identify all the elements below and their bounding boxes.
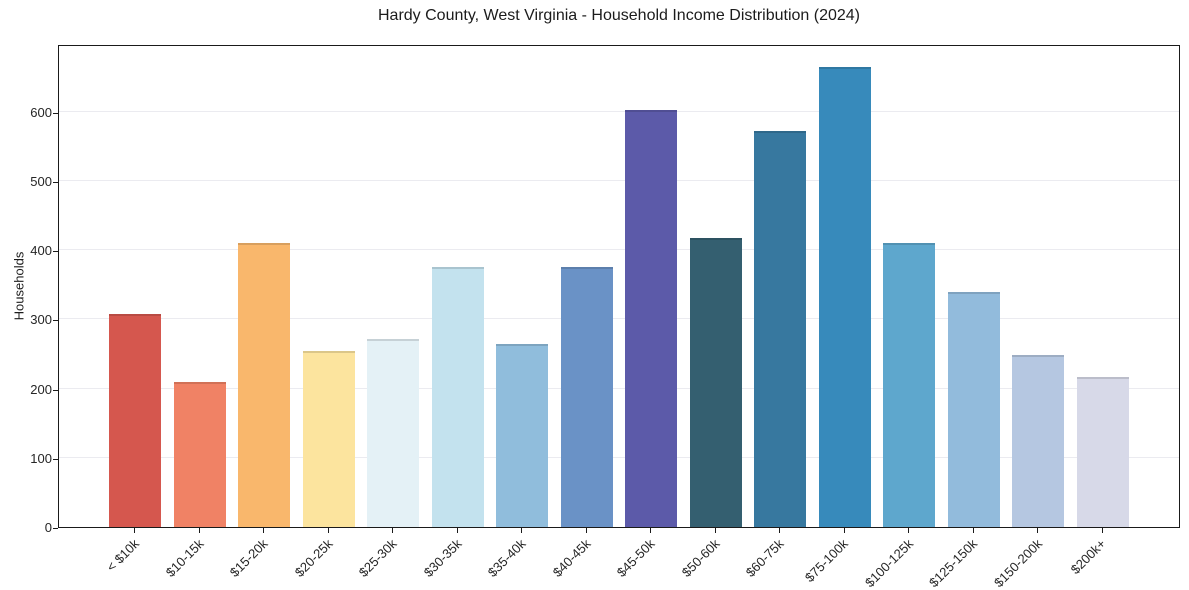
y-tick-label: 500 [30,174,52,189]
x-tick-label: $10-15k [162,536,207,580]
y-tick-label: 100 [30,450,52,466]
x-tick [327,528,329,533]
bar [367,338,419,527]
bar [109,313,161,527]
x-tick-label: $35-40k [484,536,529,580]
x-tick [521,528,522,533]
x-tick [134,528,135,533]
y-tick [53,458,58,460]
x-tick [1101,528,1103,533]
x-tick [843,528,845,533]
x-tick-label: < $10k [103,536,142,575]
x-tick [714,528,716,533]
bar [754,130,806,527]
y-axis-label: Households [11,251,27,321]
bar [1076,376,1129,527]
bar [883,243,935,527]
bar [173,382,226,527]
plot-area [58,45,1180,528]
y-tick-label: 400 [30,243,52,259]
x-tick-label: $75-100k [802,536,852,585]
bar [1012,354,1064,527]
y-tick-label: 300 [30,312,52,328]
gridline [59,180,1179,182]
y-tick [53,389,58,391]
x-tick-label: $150-200k [990,536,1045,590]
bar [302,351,355,527]
y-tick [53,182,58,183]
bar [238,242,290,527]
x-tick-label: $60-75k [742,536,787,580]
x-tick [650,528,651,533]
gridline [59,387,1179,389]
x-tick-label: $125-150k [926,536,981,590]
bar [496,343,548,527]
y-tick [53,320,58,322]
x-tick-label: $20-25k [291,536,336,580]
x-tick [779,528,780,533]
x-tick [263,528,264,533]
x-tick [198,528,200,533]
y-tick-label: 0 [44,520,52,535]
gridline [59,318,1179,320]
bar [818,66,871,527]
x-tick-label: $25-30k [355,536,400,580]
x-tick-label: $200k+ [1068,536,1110,578]
y-tick [53,112,58,114]
gridline [59,249,1179,251]
x-tick [456,528,458,533]
gridline [59,456,1179,458]
y-tick [53,528,58,529]
gridline [59,110,1179,112]
bar [431,266,484,527]
y-tick [53,251,58,253]
chart-title: Hardy County, West Virginia - Household … [378,7,860,24]
x-tick [1037,528,1038,533]
x-tick-label: $45-50k [613,536,658,580]
bar [689,238,742,527]
x-tick [908,528,909,533]
y-tick-label: 200 [30,381,52,397]
bar [560,266,613,527]
x-tick-label: $100-125k [861,536,916,590]
bar [947,291,1000,527]
x-tick [392,528,393,533]
x-tick-label: $40-45k [549,536,594,580]
x-tick-label: $50-60k [678,536,723,580]
x-tick [972,528,974,533]
x-tick [585,528,587,533]
x-tick-label: $30-35k [420,536,465,580]
bar [625,110,677,527]
x-tick-label: $15-20k [226,536,271,580]
y-tick-label: 600 [30,104,52,120]
